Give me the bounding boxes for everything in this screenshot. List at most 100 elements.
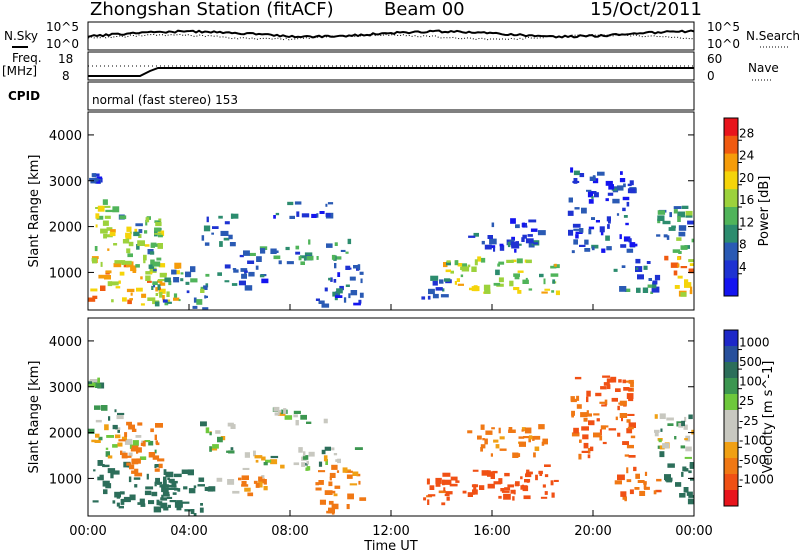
velocity-y-axis: 1000 2000 3000 4000 — [49, 335, 694, 487]
cell-power-389 — [584, 248, 591, 252]
cell-vel-142 — [197, 484, 205, 487]
cell-power-381 — [528, 219, 537, 223]
cell-power-443 — [628, 238, 632, 243]
cell-vel-64 — [112, 470, 120, 475]
cell-vel-95 — [107, 468, 116, 474]
cell-vel-481 — [643, 483, 647, 490]
cell-vel-167 — [199, 507, 204, 513]
cell-vel-330 — [487, 471, 493, 477]
cell-power-370 — [499, 245, 505, 251]
freq-label: Freq. — [12, 51, 42, 65]
cell-vel-27 — [98, 436, 103, 441]
cell-power-472 — [635, 267, 639, 270]
cell-power-483 — [691, 238, 694, 243]
cell-power-338 — [554, 263, 557, 267]
cell-vel-218 — [244, 452, 250, 458]
cell-power-366 — [527, 234, 533, 237]
cell-vel-437 — [570, 396, 575, 401]
cell-power-97 — [91, 258, 94, 262]
cell-vel-361 — [534, 446, 540, 451]
cell-power-283 — [442, 288, 445, 292]
cell-vel-30 — [135, 435, 142, 438]
cell-vel-271 — [347, 493, 354, 500]
cell-power-462 — [606, 246, 612, 251]
cell-vel-270 — [315, 482, 319, 486]
cell-power-16 — [102, 199, 108, 205]
cell-power-23 — [97, 205, 105, 212]
cell-vel-327 — [446, 496, 450, 501]
cell-vel-28 — [148, 440, 154, 446]
cell-power-361 — [473, 232, 479, 237]
cell-power-78 — [115, 286, 121, 289]
cell-vel-254 — [329, 476, 332, 481]
cell-vel-402 — [621, 415, 623, 422]
cell-power-46 — [109, 231, 116, 237]
cell-power-504 — [687, 220, 694, 225]
cell-power-172 — [205, 295, 208, 298]
cell-vel-393 — [603, 382, 610, 386]
cell-vel-115 — [148, 452, 156, 458]
cell-vel-289 — [445, 491, 453, 495]
cell-vel-288 — [441, 502, 446, 506]
cell-power-299 — [450, 270, 454, 274]
cell-vel-78 — [169, 500, 177, 503]
x-tick-label: 08:00 — [271, 524, 308, 539]
cell-vel-466 — [655, 489, 662, 493]
cell-vel-475 — [639, 490, 646, 496]
cell-power-28 — [113, 243, 118, 246]
cell-vel-171 — [193, 485, 197, 489]
cell-vel-313 — [501, 490, 510, 493]
cell-power-187 — [230, 213, 234, 219]
cell-power-34 — [153, 243, 161, 247]
cell-vel-364 — [528, 438, 531, 443]
cell-power-228 — [319, 211, 325, 214]
cell-vel-10 — [88, 381, 92, 384]
cell-vel-508 — [662, 443, 670, 449]
cell-power-461 — [622, 207, 626, 212]
cell-power-302 — [467, 264, 471, 268]
cell-vel-520 — [686, 491, 693, 496]
cell-power-229 — [327, 202, 334, 205]
cell-power-80 — [159, 292, 163, 298]
cell-power-524 — [677, 275, 683, 279]
cell-vel-342 — [473, 484, 477, 490]
cell-vel-476 — [622, 496, 627, 500]
cell-power-156 — [178, 299, 181, 302]
cell-vel-52 — [119, 491, 125, 495]
cell-power-241 — [334, 242, 338, 246]
cell-power-178 — [206, 216, 209, 223]
cell-vel-74 — [97, 476, 104, 481]
cell-vel-217 — [270, 455, 279, 459]
cell-vel-241 — [302, 455, 309, 460]
cell-power-225 — [287, 201, 294, 206]
cell-vel-477 — [614, 480, 622, 485]
noise-left-tick-top: 10^5 — [46, 20, 79, 34]
cell-vel-318 — [520, 476, 523, 480]
cell-power-79 — [92, 257, 98, 264]
colorbar-segment — [724, 362, 738, 379]
cell-vel-317 — [449, 483, 458, 487]
cell-power-32 — [94, 246, 98, 252]
cell-power-291 — [432, 280, 438, 286]
cell-vel-234 — [273, 406, 280, 412]
cell-vel-439 — [628, 388, 633, 391]
cell-power-278 — [349, 276, 356, 281]
cell-power-174 — [186, 290, 190, 294]
cell-vel-350 — [450, 476, 458, 481]
cell-vel-189 — [209, 432, 212, 436]
colorbar-tick-label: 20 — [739, 171, 754, 185]
cell-vel-208 — [270, 459, 278, 465]
cell-power-390 — [588, 199, 594, 204]
x-tick-label: 00:00 — [675, 524, 712, 539]
cell-vel-291 — [427, 494, 436, 497]
cell-vel-88 — [123, 496, 131, 503]
cell-power-365 — [522, 222, 525, 228]
cell-power-499 — [663, 234, 668, 238]
cell-vel-435 — [574, 376, 582, 380]
cell-power-439 — [622, 196, 630, 201]
cell-power-130 — [149, 251, 155, 255]
cell-power-426 — [605, 198, 609, 202]
cell-power-175 — [204, 242, 210, 246]
cell-power-118 — [137, 240, 145, 246]
